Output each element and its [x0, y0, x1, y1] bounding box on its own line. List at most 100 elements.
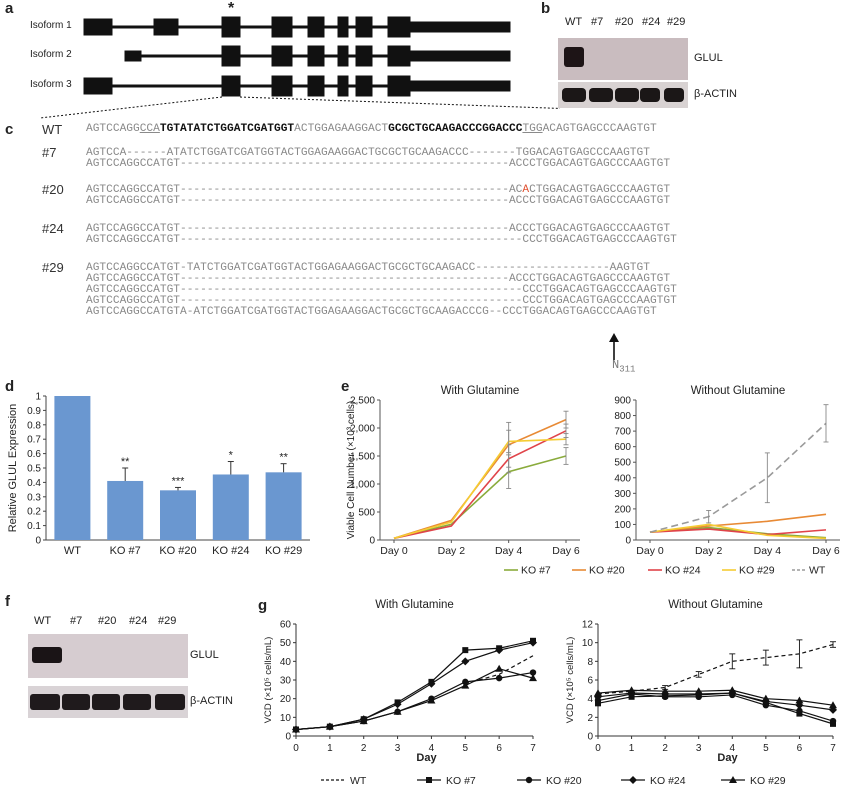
marker-triangle	[661, 687, 670, 695]
x-tick-label: 5	[763, 743, 769, 754]
exon	[337, 16, 349, 38]
legend-label: KO #24	[650, 775, 686, 787]
series-line	[295, 668, 534, 731]
marker-triangle	[393, 707, 402, 715]
marker-circle	[796, 707, 803, 714]
panel-b-label: b	[541, 0, 551, 17]
series-line	[597, 643, 834, 695]
x-axis-label: Day	[717, 752, 738, 764]
n311-label: N311	[612, 358, 636, 375]
marker-triangle	[729, 776, 737, 783]
legend-label: KO #29	[739, 565, 775, 577]
marker-triangle	[728, 686, 737, 694]
y-tick-label: 1	[35, 392, 41, 403]
blot-b-actin-strip	[558, 82, 688, 108]
exon	[83, 18, 113, 36]
exon	[307, 16, 325, 38]
y-tick-label: 500	[614, 458, 631, 469]
clone-sequence-block: AGTCCA------ATATCTGGATCGATGGTACTGGAGAAGG…	[86, 147, 670, 170]
exon	[221, 16, 241, 38]
x-tick-label: 2	[361, 743, 367, 754]
blot-lane-label: #7	[591, 16, 604, 28]
series-line	[393, 430, 567, 540]
wt-sequence-label: WT	[42, 122, 63, 137]
exon	[355, 16, 373, 38]
y-tick-label: 0.7	[27, 435, 41, 446]
blot-f: WT #7 #20 #24 #29 GLUL β-ACTIN	[28, 615, 258, 725]
marker-diamond	[594, 692, 602, 701]
marker-diamond	[461, 657, 470, 666]
y-tick-label: 10	[582, 638, 594, 649]
blot-lane-label: #7	[70, 615, 83, 627]
blot-f-glul-strip	[28, 634, 188, 678]
marker-triangle	[461, 681, 470, 689]
x-tick-label: Day 6	[812, 545, 840, 557]
glul-band-wt-f	[32, 647, 62, 663]
blot-b: WT #7 #20 #24 #29 GLUL β-ACTIN	[558, 16, 858, 108]
sequence-line: AGTCCAGGCCATGT--------------------------…	[86, 273, 671, 285]
series-line	[649, 528, 827, 536]
legend-label: WT	[350, 775, 367, 787]
y-tick-label: 30	[280, 676, 292, 687]
y-tick-label: 0.4	[27, 478, 41, 489]
x-tick-label: Day 4	[754, 545, 782, 557]
panel-f-label: f	[5, 593, 10, 610]
sequence-line: AGTCCAGGCCATGT--------------------------…	[86, 184, 671, 196]
y-tick-label: 60	[280, 620, 292, 631]
n311-arrow	[609, 333, 619, 360]
y-tick-label: 4	[587, 694, 593, 705]
blot-lane-label: #24	[129, 615, 148, 627]
y-axis-label: Relative GLUL Expression	[7, 404, 19, 533]
y-tick-label: 200	[614, 504, 631, 515]
x-tick-label: 5	[463, 743, 469, 754]
legend-label: KO #7	[446, 775, 476, 787]
wt-seq-segment: AGTCCAGG	[86, 123, 140, 135]
x-tick-label: KO #20	[159, 545, 196, 557]
y-tick-label: 0	[625, 536, 631, 547]
marker-circle	[529, 669, 537, 676]
x-tick-label: 1	[327, 743, 333, 754]
x-tick-label: 7	[530, 743, 536, 754]
marker-triangle	[829, 701, 837, 709]
y-tick-label: 0.2	[27, 507, 41, 518]
blot-lane-label: #20	[98, 615, 117, 627]
clone-sequence-block: AGTCCAGGCCATGT-TATCTGGATCGATGGTACTGGAGAA…	[86, 262, 677, 318]
legend-label: WT	[809, 565, 826, 577]
isoform-2-label: Isoform 2	[30, 49, 72, 60]
isoform-1-label: Isoform 1	[30, 20, 72, 31]
y-tick-label: 0.9	[27, 406, 41, 417]
y-tick-label: 400	[614, 473, 631, 484]
y-tick-label: 300	[614, 489, 631, 500]
wt-seq-segment: CCA	[139, 123, 160, 135]
marker-triangle	[495, 664, 504, 672]
sequence-line: AGTCCAGGCCATGT--------------------------…	[86, 223, 671, 235]
y-tick-label: 2,000	[350, 424, 375, 435]
marker-triangle	[694, 687, 703, 695]
clone-sequence-block: AGTCCAGGCCATGT--------------------------…	[86, 223, 677, 246]
sequence-line: AGTCCAGGCCATGT--------------------------…	[86, 234, 677, 246]
x-tick-label: KO #29	[265, 545, 302, 557]
marker-triangle	[292, 725, 300, 733]
blot-lane-label: #29	[667, 16, 686, 28]
marker-triangle	[761, 694, 770, 702]
y-tick-label: 0.5	[27, 464, 41, 475]
chart-title: Without Glutamine	[691, 385, 786, 397]
marker-circle	[829, 717, 837, 725]
legend-label: KO #7	[521, 565, 551, 577]
marker-triangle	[795, 696, 804, 704]
panel-a-label: a	[5, 0, 14, 17]
marker-triangle	[529, 674, 537, 682]
panel-d-label: d	[5, 378, 15, 395]
wt-seq-segment: ACTGGAGAAGGACT	[294, 123, 389, 135]
sequence-line: AGTCCAGGCCATGT--------------------------…	[86, 284, 677, 296]
legend-label: KO #29	[750, 775, 786, 787]
series-line	[465, 655, 534, 685]
zoom-line-left	[39, 96, 223, 119]
y-tick-label: 12	[582, 620, 594, 631]
panel-c-label: c	[5, 121, 14, 138]
series-line	[597, 693, 834, 722]
bar	[212, 474, 249, 540]
y-tick-label: 2	[587, 713, 593, 724]
panel-e-label: e	[341, 378, 350, 395]
sequence-line: AGTCCA------ATATCTGGATCGATGGTACTGGAGAAGG…	[86, 147, 650, 159]
